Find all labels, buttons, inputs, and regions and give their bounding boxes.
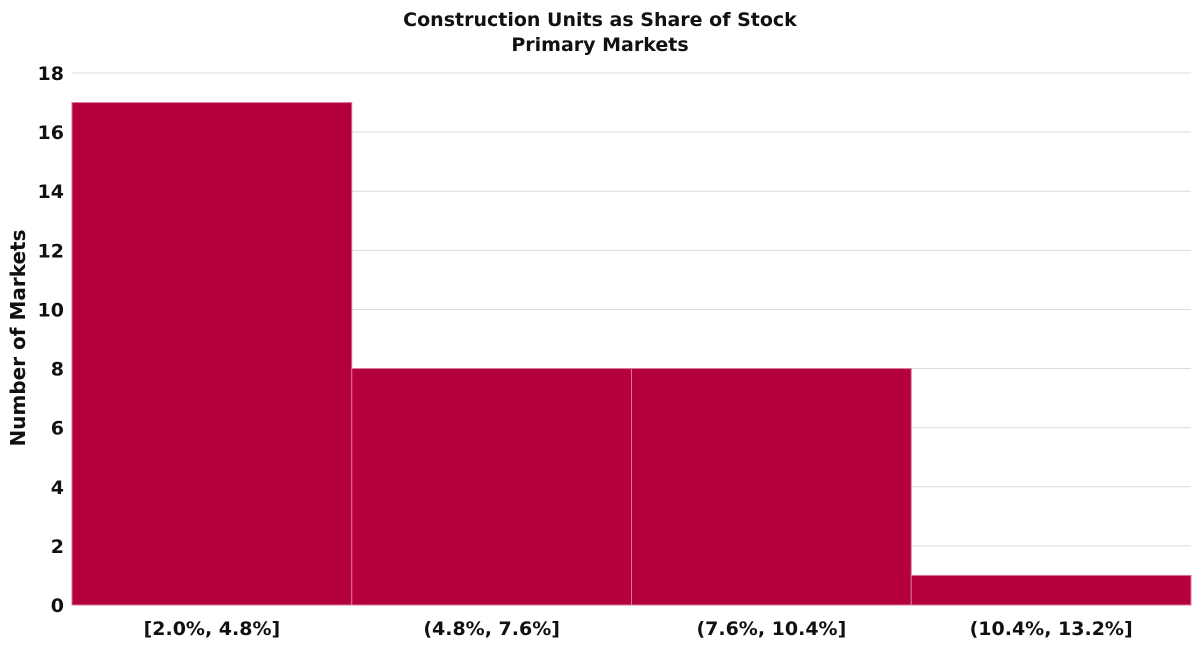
bar (351, 368, 632, 606)
chart-subtitle: Primary Markets (511, 34, 688, 56)
bar (910, 574, 1192, 606)
y-axis-label: Number of Markets (6, 230, 30, 447)
x-tick-label: (10.4%, 13.2%] (970, 618, 1133, 640)
bar (71, 102, 353, 606)
y-tick-label: 8 (51, 359, 64, 381)
x-tick-label: (4.8%, 7.6%] (423, 618, 560, 640)
bars (71, 102, 1192, 606)
x-tick-label: (7.6%, 10.4%] (696, 618, 846, 640)
y-tick-label: 18 (38, 63, 64, 85)
y-tick-label: 4 (51, 477, 64, 499)
x-axis-ticks: [2.0%, 4.8%] (4.8%, 7.6%] (7.6%, 10.4%] (10… (144, 618, 1133, 640)
y-tick-label: 10 (38, 299, 64, 321)
x-tick-label: [2.0%, 4.8%] (144, 618, 281, 640)
y-axis-ticks: 0 2 4 6 8 10 12 14 16 18 (38, 63, 64, 617)
y-tick-label: 0 (51, 595, 64, 617)
y-tick-label: 14 (38, 181, 64, 203)
chart-title: Construction Units as Share of Stock (403, 9, 797, 31)
y-tick-label: 2 (51, 536, 64, 558)
bar (631, 368, 912, 606)
y-tick-label: 12 (38, 240, 64, 262)
y-tick-label: 16 (38, 122, 64, 144)
y-tick-label: 6 (51, 418, 64, 440)
